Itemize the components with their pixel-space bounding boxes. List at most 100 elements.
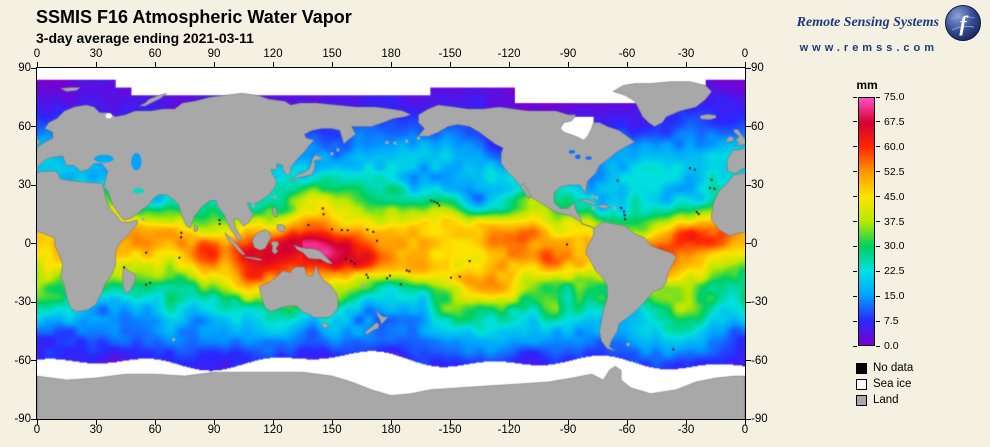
map-frame: 0 0 30 30 60 60 90 90 120 120 150 150 180 180 -150 -150…: [14, 48, 767, 436]
colorbar-tick: [853, 196, 857, 198]
lat-label-left: -30: [14, 296, 31, 308]
lon-tick-bottom: [390, 420, 392, 425]
lon-label-bottom: -90: [559, 424, 577, 436]
lon-tick-top: [449, 62, 451, 67]
colorbar-tick: [876, 345, 880, 347]
legend-swatch: [856, 362, 867, 374]
lon-tick-top: [390, 62, 392, 67]
colorbar-tick-label: 0.0: [884, 340, 899, 352]
colorbar-tick: [876, 270, 880, 272]
colorbar-tick-label: 15.0: [884, 290, 905, 303]
page-title: SSMIS F16 Atmospheric Water Vapor: [36, 7, 352, 27]
page-subtitle: 3-day average ending 2021-03-11: [36, 30, 254, 46]
colorbar: [858, 97, 875, 346]
colorbar-tick-label: 75.0: [884, 91, 905, 103]
lon-tick-bottom: [272, 420, 274, 425]
lon-tick-top: [331, 62, 333, 67]
colorbar-tick-label: 67.5: [884, 115, 905, 128]
lon-label-bottom: -60: [618, 424, 636, 436]
lon-tick-top: [685, 62, 687, 67]
lat-label-right: 30: [751, 179, 764, 191]
lon-label-bottom: -120: [497, 424, 521, 436]
colorbar-tick: [853, 320, 857, 322]
lon-tick-top: [567, 62, 569, 67]
legend-label: Sea ice: [873, 378, 912, 390]
rss-globe-logo-icon: f: [944, 4, 982, 42]
lon-tick-bottom: [331, 420, 333, 425]
colorbar-tick: [876, 171, 880, 173]
lat-label-right: 0: [751, 237, 758, 250]
lat-label-right: 60: [751, 120, 764, 133]
lon-label-top: -60: [618, 48, 636, 60]
lat-label-left: 90: [18, 62, 31, 74]
colorbar-tick: [853, 245, 857, 247]
lon-label-top: 180: [381, 48, 401, 60]
colorbar-tick: [876, 245, 880, 247]
lon-label-bottom: 180: [381, 424, 401, 436]
colorbar-tick: [876, 121, 880, 123]
lon-tick-bottom: [95, 420, 97, 425]
lon-tick-top: [154, 62, 156, 67]
lon-label-bottom: 0: [741, 424, 749, 436]
colorbar-tick-label: 45.0: [884, 190, 905, 203]
lat-tick-right: [746, 418, 751, 420]
mask-legend: No data Sea ice Land: [856, 360, 913, 408]
colorbar-tick: [876, 196, 880, 198]
colorbar-tick: [876, 320, 880, 322]
legend-item: Sea ice: [856, 376, 913, 392]
lon-label-top: 0: [741, 48, 749, 60]
lat-label-left: -90: [14, 413, 31, 425]
colorbar-tick: [853, 221, 857, 222]
colorbar-tick: [853, 345, 857, 347]
lat-tick-left: [31, 360, 36, 361]
colorbar-tick: [876, 221, 880, 222]
lon-tick-top: [36, 62, 38, 67]
lat-tick-right: [746, 360, 751, 361]
lon-tick-bottom: [154, 420, 156, 425]
lon-label-bottom: -30: [677, 424, 695, 436]
lon-label-top: 60: [148, 48, 162, 60]
lon-tick-bottom: [36, 420, 38, 425]
colorbar-unit: mm: [856, 78, 878, 92]
lon-label-bottom: 30: [89, 424, 103, 436]
lon-tick-bottom: [685, 420, 687, 425]
legend-label: No data: [873, 362, 914, 374]
lat-label-left: 60: [18, 120, 31, 133]
lat-label-left: 30: [18, 179, 31, 191]
legend-swatch: [856, 394, 867, 406]
colorbar-tick: [853, 96, 857, 98]
lon-label-top: 90: [207, 48, 221, 60]
lon-label-top: 150: [322, 48, 342, 60]
lat-label-left: -60: [14, 354, 31, 367]
colorbar-tick: [853, 270, 857, 272]
lon-label-bottom: 90: [207, 424, 221, 436]
lon-label-top: -30: [677, 48, 695, 60]
lat-tick-right: [746, 301, 751, 303]
lat-tick-left: [31, 301, 36, 303]
lon-tick-top: [95, 62, 97, 67]
lon-label-top: 0: [33, 48, 41, 60]
lon-tick-top: [213, 62, 215, 67]
legend-label: Land: [873, 394, 899, 406]
legend-item: Land: [856, 392, 913, 408]
lon-tick-bottom: [626, 420, 628, 425]
colorbar-tick: [853, 295, 857, 297]
colorbar-tick: [876, 146, 880, 148]
lat-label-right: -30: [751, 296, 768, 308]
colorbar-tick-label: 52.5: [884, 165, 905, 178]
colorbar-tick: [876, 96, 880, 98]
lon-label-bottom: 150: [322, 424, 342, 436]
lat-tick-right: [746, 184, 751, 186]
lon-tick-top: [508, 62, 510, 67]
lon-label-bottom: 60: [148, 424, 162, 436]
lon-label-top: -150: [438, 48, 462, 60]
lat-label-right: -90: [751, 413, 768, 425]
lon-tick-top: [744, 62, 746, 67]
globe-icon: f: [945, 5, 981, 41]
brand-name: Remote Sensing Systems: [796, 15, 939, 30]
lat-tick-right: [746, 67, 751, 69]
colorbar-tick-label: 7.5: [884, 315, 899, 328]
lon-label-top: 120: [263, 48, 283, 60]
colorbar-tick-label: 22.5: [884, 265, 905, 278]
